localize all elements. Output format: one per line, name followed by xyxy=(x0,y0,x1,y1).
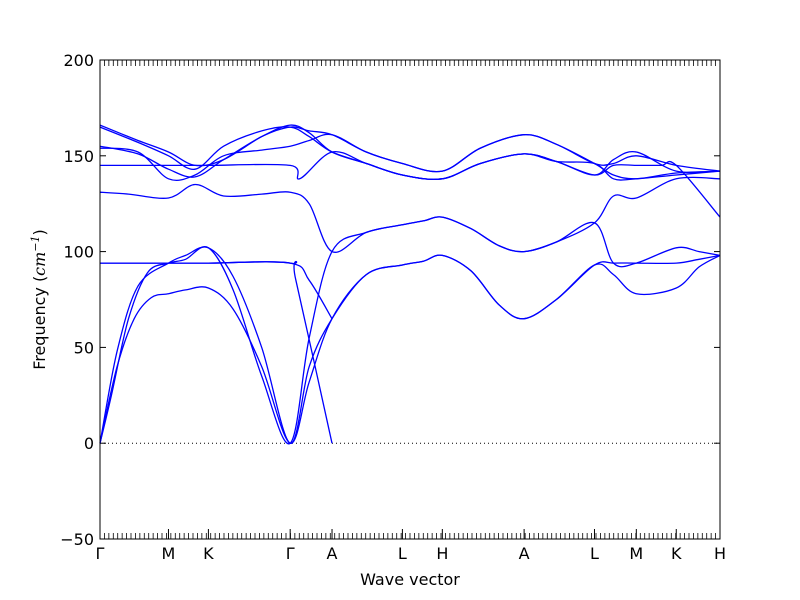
y-axis-unit-exponent: −1 xyxy=(29,235,42,251)
x-tick-label: A xyxy=(519,544,530,563)
plot-frame xyxy=(99,59,721,540)
x-tick-label: L xyxy=(590,544,599,563)
x-tick-label: M xyxy=(162,544,176,563)
y-tick-label: 0 xyxy=(84,434,94,453)
x-tick-label: K xyxy=(203,544,214,563)
x-tick-label: A xyxy=(327,544,338,563)
band-line-10 xyxy=(99,126,721,181)
x-tick-label: M xyxy=(629,544,643,563)
band-line-9 xyxy=(99,126,721,178)
y-axis-title: Frequency (cm−1) xyxy=(29,229,50,370)
x-tick-label: L xyxy=(398,544,407,563)
y-tick-label: −50 xyxy=(60,530,94,549)
x-tick-label: Γ xyxy=(96,544,105,563)
x-tick-label: H xyxy=(714,544,726,563)
y-tick-label: 200 xyxy=(63,51,94,70)
band-line-6 xyxy=(99,176,721,253)
tick-marks xyxy=(99,59,721,540)
y-tick-labels: −50 0 50 100 150 200 xyxy=(60,51,94,549)
y-axis-title-prefix: Frequency ( xyxy=(30,276,49,370)
x-axis-title: Wave vector xyxy=(360,570,460,589)
band-line-2 xyxy=(99,246,721,444)
x-tick-label: H xyxy=(436,544,448,563)
x-tick-label: K xyxy=(671,544,682,563)
y-tick-label: 150 xyxy=(63,147,94,166)
band-line-11 xyxy=(99,124,721,181)
y-tick-label: 100 xyxy=(63,243,94,262)
x-tick-label: Γ xyxy=(286,544,295,563)
y-axis-unit-base: cm xyxy=(30,252,49,276)
band-line-1 xyxy=(99,254,721,444)
y-tick-label: 50 xyxy=(74,338,94,357)
y-axis-title-suffix: ) xyxy=(30,229,49,235)
phonon-bands xyxy=(99,124,721,445)
band-line-3 xyxy=(99,261,333,320)
